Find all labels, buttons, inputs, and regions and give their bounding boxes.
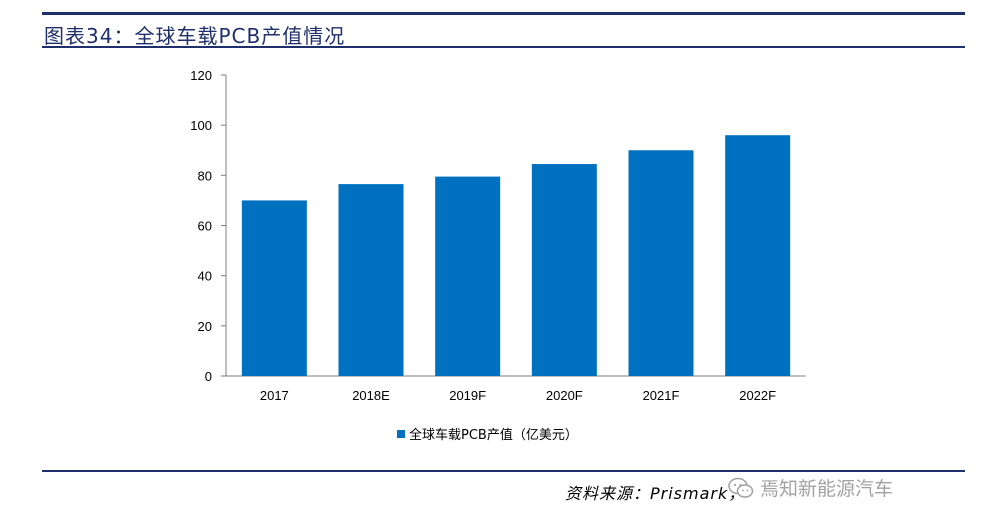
y-tick-label: 20	[198, 319, 212, 334]
bar	[338, 184, 404, 376]
bar	[241, 200, 307, 376]
y-tick-label: 100	[190, 118, 212, 133]
y-tick-label: 80	[198, 168, 212, 183]
bottom-rule	[42, 470, 965, 472]
y-axis: 0 20 40 60 80 100 120	[190, 68, 227, 384]
x-tick-label: 2020F	[546, 388, 583, 403]
top-rule	[42, 12, 965, 15]
wechat-icon	[728, 477, 754, 498]
title-rule	[42, 46, 965, 48]
x-axis: 2017 2018E 2019F 2020F 2021F 2022F	[226, 375, 806, 403]
watermark: 焉知新能源汽车	[728, 474, 893, 501]
source-note: 资料来源：Prismark，	[565, 484, 746, 503]
y-tick-label: 120	[190, 68, 212, 83]
figure-title: 图表34：全球车载PCB产值情况	[44, 24, 346, 48]
x-tick-label: 2018E	[352, 388, 390, 403]
y-tick-label: 40	[198, 269, 212, 284]
x-tick-label: 2019F	[449, 388, 486, 403]
x-tick-label: 2022F	[739, 388, 776, 403]
y-tick-label: 60	[198, 219, 212, 234]
bar	[531, 164, 597, 376]
x-tick-label: 2021F	[643, 388, 680, 403]
legend-label: 全球车载PCB产值（亿美元）	[409, 427, 578, 443]
bar	[435, 176, 501, 376]
y-tick-label: 0	[205, 369, 212, 384]
legend-swatch	[397, 430, 405, 438]
x-tick-label: 2017	[260, 388, 289, 403]
watermark-text: 焉知新能源汽车	[760, 478, 894, 500]
legend: 全球车载PCB产值（亿美元）	[397, 427, 578, 443]
bar-series	[241, 135, 791, 376]
bar	[725, 135, 791, 376]
bar	[628, 150, 694, 376]
